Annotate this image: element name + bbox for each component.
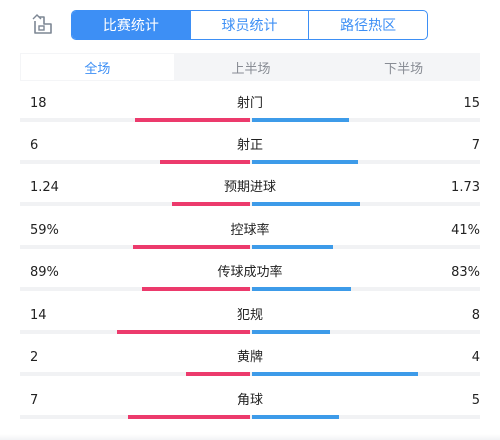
stat-label: 黄牌 [236, 350, 263, 365]
tab-heat-map[interactable]: 路径热区 [308, 11, 427, 39]
home-bar [133, 245, 250, 249]
stat-row: 7 角球 5 [0, 387, 500, 429]
away-bar [252, 287, 351, 291]
stat-row: 89% 传球成功率 83% [0, 259, 500, 301]
home-bar [117, 330, 250, 334]
stat-row: 59% 控球率 41% [0, 217, 500, 259]
stat-row: 1.24 预期进球 1.73 [0, 174, 500, 216]
stat-row: 6 射正 7 [0, 132, 500, 174]
top-bar: 比赛统计 球员统计 路径热区 [0, 0, 500, 48]
home-bar [135, 118, 250, 122]
stat-home-value: 6 [30, 138, 39, 153]
stat-label: 控球率 [230, 223, 270, 238]
away-bar [252, 330, 330, 334]
main-tab-bar: 比赛统计 球员统计 路径热区 [71, 10, 428, 40]
stat-bar-track [20, 202, 480, 206]
stat-bar-track [20, 372, 480, 376]
away-bar [252, 245, 333, 249]
stat-away-value: 83% [451, 265, 480, 280]
stat-away-value: 41% [451, 223, 480, 238]
tab-first-half[interactable]: 上半场 [231, 61, 271, 77]
home-bar [128, 415, 250, 419]
stat-label: 传球成功率 [217, 265, 283, 280]
home-bar [142, 287, 250, 291]
stat-label: 预期进球 [223, 180, 276, 195]
stat-bar-track [20, 160, 480, 164]
bottom-divider [0, 434, 500, 440]
stat-label: 犯规 [236, 308, 263, 323]
stat-bar-track [20, 245, 480, 249]
tab-second-half[interactable]: 下半场 [384, 61, 424, 77]
share-screenshot-icon[interactable] [30, 12, 56, 38]
stat-row: 2 黄牌 4 [0, 344, 500, 386]
away-bar [252, 202, 360, 206]
home-bar [186, 372, 250, 376]
away-bar [252, 118, 349, 122]
period-tab-bar: 全场 上半场 下半场 [20, 53, 480, 81]
stat-home-value: 1.24 [30, 180, 59, 195]
tab-match-stats[interactable]: 比赛统计 [72, 11, 190, 39]
stat-home-value: 7 [30, 393, 39, 408]
tab-player-stats[interactable]: 球员统计 [189, 11, 309, 39]
stat-away-value: 1.73 [451, 180, 480, 195]
home-bar [160, 160, 250, 164]
stat-home-value: 18 [30, 96, 47, 111]
stat-label: 角球 [236, 393, 263, 408]
stat-label: 射正 [236, 138, 263, 153]
home-bar [172, 202, 250, 206]
stat-away-value: 7 [471, 138, 480, 153]
stat-home-value: 59% [30, 223, 59, 238]
stat-bar-track [20, 415, 480, 419]
stat-row: 14 犯规 8 [0, 302, 500, 344]
stat-bar-track [20, 118, 480, 122]
away-bar [252, 415, 339, 419]
away-bar [252, 372, 418, 376]
stat-away-value: 4 [471, 350, 480, 365]
away-bar [252, 160, 358, 164]
stat-home-value: 2 [30, 350, 39, 365]
stat-row: 18 射门 15 [0, 90, 500, 132]
stat-bar-track [20, 330, 480, 334]
stat-bar-track [20, 287, 480, 291]
stat-away-value: 5 [471, 393, 480, 408]
stat-away-value: 8 [471, 308, 480, 323]
stat-away-value: 15 [463, 96, 480, 111]
stat-label: 射门 [236, 96, 263, 111]
stat-home-value: 14 [30, 308, 47, 323]
tab-full-match[interactable]: 全场 [21, 54, 174, 80]
stat-home-value: 89% [30, 265, 59, 280]
